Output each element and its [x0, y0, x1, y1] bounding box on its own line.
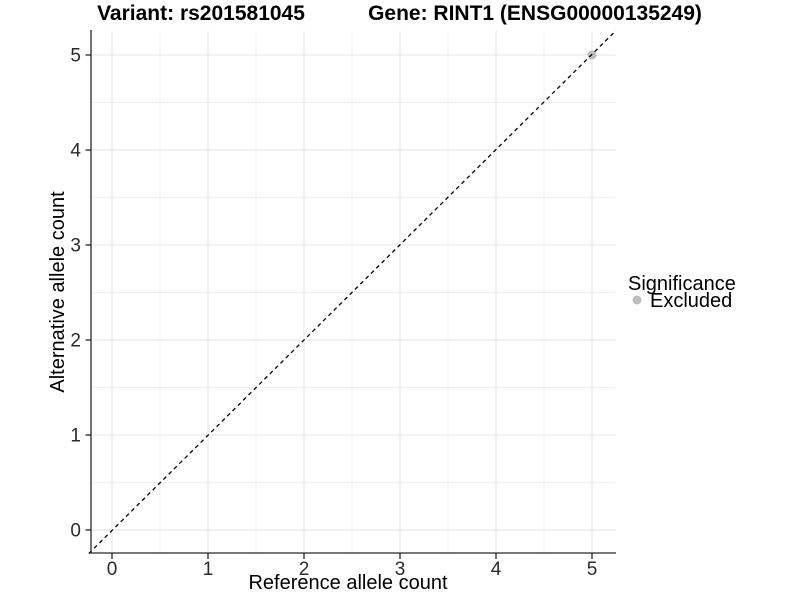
x-tick-label: 3: [395, 559, 406, 580]
y-tick-label: 0: [70, 521, 81, 542]
variant-title: Variant: rs201581045: [97, 2, 305, 25]
identity-reference-line: [88, 30, 617, 554]
x-axis-title: Reference allele count: [248, 572, 447, 594]
y-tick-labels: 0 1 2 3 4 5: [70, 46, 81, 542]
y-tick-label: 5: [70, 46, 81, 67]
x-tick-label: 2: [299, 559, 310, 580]
gene-title: Gene: RINT1 (ENSG00000135249): [368, 2, 702, 25]
y-axis-title: Alternative allele count: [47, 191, 69, 393]
x-tick-label: 1: [203, 559, 214, 580]
x-tick-labels: 0 1 2 3 4 5: [107, 559, 598, 580]
legend: Significance Excluded: [628, 273, 736, 312]
x-tick-label: 5: [587, 559, 598, 580]
x-tick-marks: [111, 553, 593, 559]
y-tick-label: 3: [70, 236, 81, 257]
y-tick-label: 1: [70, 426, 81, 447]
legend-item-label: Excluded: [650, 290, 732, 312]
gridlines-major: [91, 31, 616, 553]
y-tick-label: 4: [70, 141, 81, 162]
x-tick-label: 4: [491, 559, 502, 580]
y-tick-marks: [85, 54, 91, 531]
legend-point-icon: [632, 295, 642, 305]
legend-title: Significance: [628, 273, 736, 295]
y-tick-label: 2: [70, 331, 81, 352]
x-tick-label: 0: [107, 559, 118, 580]
